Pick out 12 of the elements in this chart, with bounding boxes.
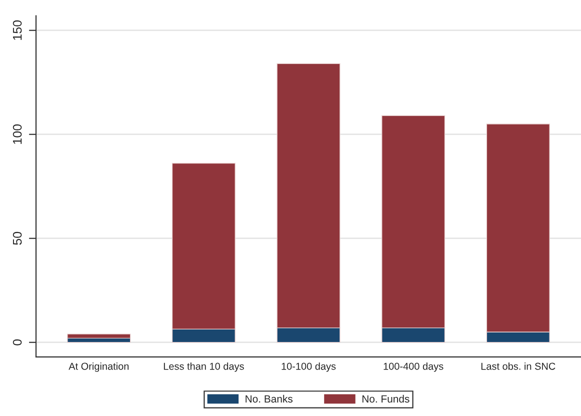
legend-label: No. Banks — [246, 394, 293, 403]
x-tick-label: Last obs. in SNC — [481, 362, 556, 370]
x-tick-label: 100-400 days — [384, 362, 444, 372]
y-tick-label: 150 — [12, 20, 22, 40]
x-tick-label: 10-100 days — [282, 362, 336, 372]
y-tick-label: 0 — [12, 339, 22, 346]
y-tick-label: 50 — [12, 232, 22, 245]
bar — [67, 334, 131, 339]
x-tick-label: Less than 10 days — [164, 362, 244, 372]
legend-label: No. Funds — [362, 394, 410, 403]
y-tick-label: 100 — [12, 124, 22, 144]
x-tick-label: At Origination — [68, 362, 129, 372]
